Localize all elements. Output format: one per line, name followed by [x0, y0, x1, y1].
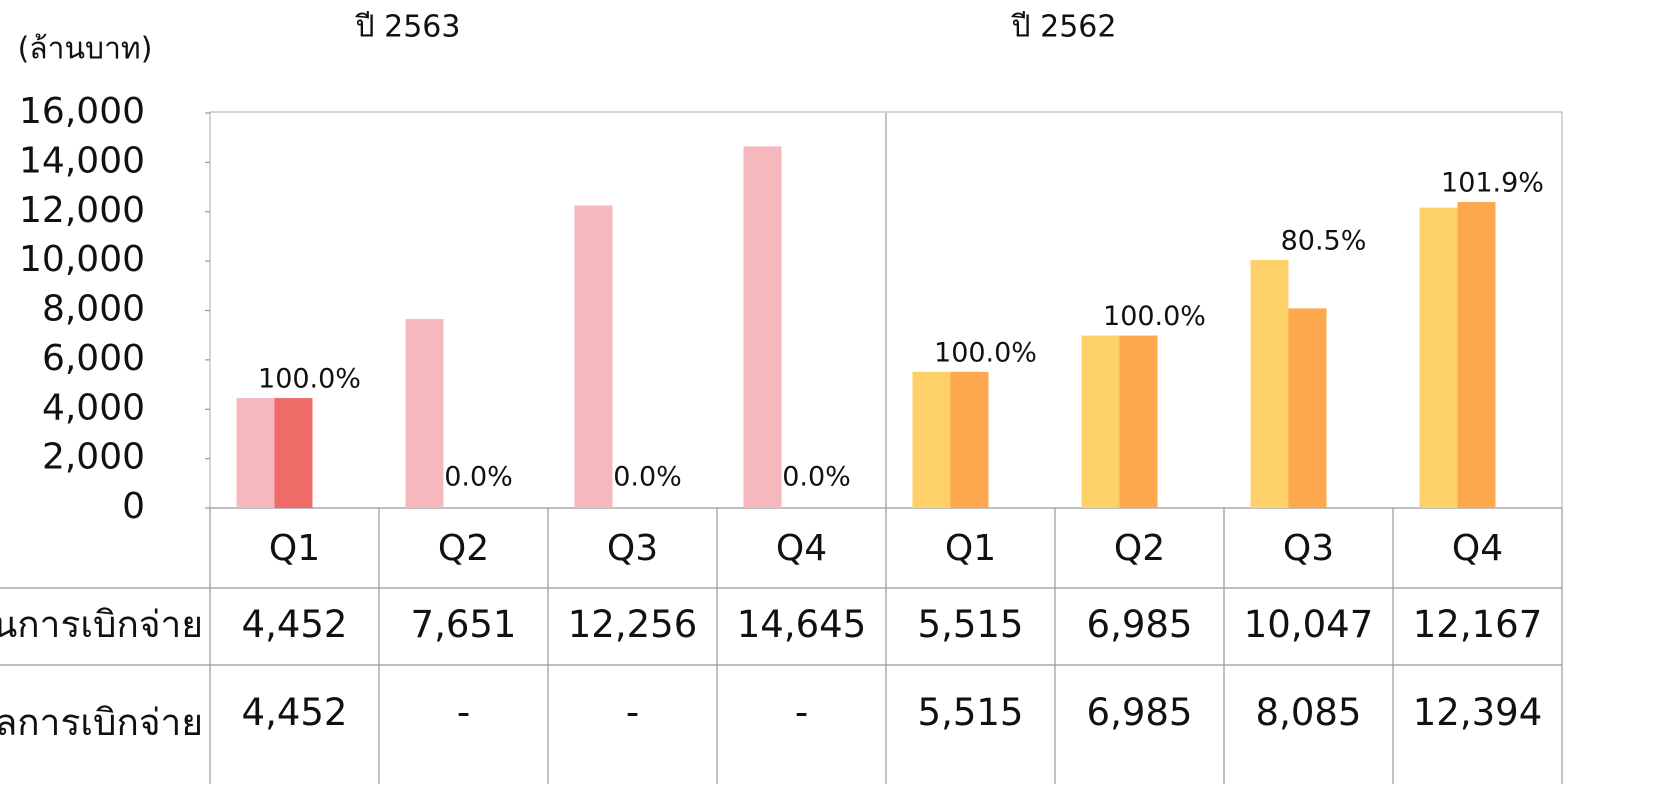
- percent-label: 80.5%: [1281, 225, 1367, 256]
- group-title: ปี 2562: [1011, 10, 1117, 45]
- table-cell: 10,047: [1244, 603, 1373, 646]
- x-tick-label: Q3: [1283, 528, 1334, 569]
- table-cell: 6,985: [1087, 691, 1193, 734]
- percent-label: 0.0%: [444, 462, 513, 493]
- percent-label: 0.0%: [613, 462, 682, 493]
- bar: [1457, 202, 1496, 508]
- table-cell: -: [626, 691, 639, 734]
- percent-label: 0.0%: [782, 462, 851, 493]
- y-tick-label: 2,000: [42, 437, 145, 478]
- table-cell: 12,394: [1413, 691, 1542, 734]
- table-cell: 4,452: [242, 603, 348, 646]
- bar: [574, 205, 613, 508]
- x-tick-label: Q1: [269, 528, 320, 569]
- bar: [912, 371, 951, 508]
- y-tick-label: 12,000: [19, 190, 145, 231]
- row-label: ผลการเบิกจ่าย: [0, 701, 203, 744]
- y-tick-label: 4,000: [42, 387, 145, 428]
- bar: [1288, 308, 1327, 508]
- x-tick-label: Q2: [1114, 528, 1165, 569]
- percent-label: 100.0%: [1103, 301, 1206, 332]
- table-cell: -: [795, 691, 808, 734]
- bar: [1419, 207, 1458, 508]
- x-tick-label: Q4: [776, 528, 827, 569]
- y-tick-label: 14,000: [19, 140, 145, 181]
- y-tick-label: 10,000: [19, 239, 145, 280]
- table-cell: 8,085: [1256, 691, 1362, 734]
- y-unit: (ล้านบาท): [18, 32, 153, 67]
- table-cell: 7,651: [411, 603, 517, 646]
- percent-label: 100.0%: [258, 364, 361, 395]
- bar: [236, 398, 275, 508]
- x-tick-label: Q2: [438, 528, 489, 569]
- table-cell: 5,515: [918, 603, 1024, 646]
- x-tick-label: Q4: [1452, 528, 1503, 569]
- y-tick-label: 6,000: [42, 338, 145, 379]
- row-label: แผนการเบิกจ่าย: [0, 603, 203, 646]
- y-tick-label: 8,000: [42, 289, 145, 330]
- table-cell: 5,515: [918, 691, 1024, 734]
- table-cell: 14,645: [737, 603, 866, 646]
- percent-label: 100.0%: [934, 337, 1037, 368]
- bar: [274, 398, 313, 508]
- table-cell: 6,985: [1087, 603, 1193, 646]
- bar: [950, 371, 989, 508]
- table-cell: 12,167: [1413, 603, 1542, 646]
- x-tick-label: Q1: [945, 528, 996, 569]
- y-tick-label: 0: [122, 486, 145, 527]
- bar: [1250, 259, 1289, 508]
- bar: [1081, 335, 1120, 508]
- group-title: ปี 2563: [355, 10, 461, 45]
- y-tick-label: 16,000: [19, 91, 145, 132]
- percent-label: 101.9%: [1441, 168, 1544, 199]
- table-cell: 4,452: [242, 691, 348, 734]
- bar: [743, 146, 782, 508]
- table-cell: -: [457, 691, 470, 734]
- table-cell: 12,256: [568, 603, 697, 646]
- bar: [1119, 335, 1158, 508]
- x-tick-label: Q3: [607, 528, 658, 569]
- bar: [405, 319, 444, 508]
